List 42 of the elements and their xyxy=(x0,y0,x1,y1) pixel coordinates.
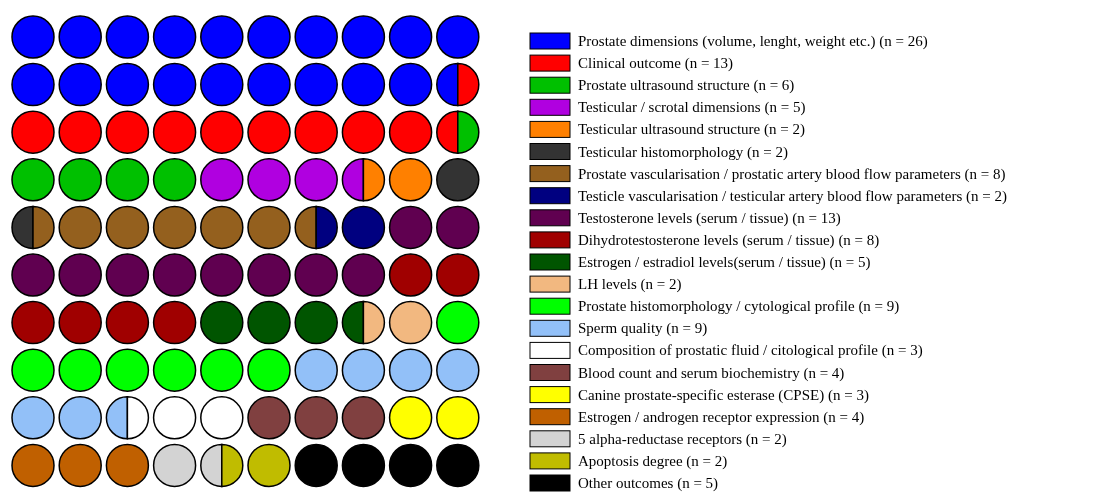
data-label: (n = 2) xyxy=(965,187,1007,205)
category-label: Testosterone levels (serum / tissue) xyxy=(578,209,789,226)
data-label: (n = 9) xyxy=(858,298,900,316)
category-label: Estrogen / estradiol levels(serum / tissue) xyxy=(578,254,826,270)
category-label: Sperm quality xyxy=(578,320,663,337)
category-label: Canine prostate-specific esterase (CPSE) xyxy=(578,386,825,403)
data-label: (n = 6) xyxy=(753,77,795,95)
data-label: (n = 9) xyxy=(666,320,708,338)
data-label: (n = 8) xyxy=(838,231,880,249)
data-label: (n = 13) xyxy=(792,209,841,227)
data-label: (n = 3) xyxy=(827,386,869,404)
category-label: Prostate ultrasound structure xyxy=(578,77,750,94)
data-label: (n = 4) xyxy=(803,364,845,382)
data-label: (n = 2) xyxy=(763,121,805,139)
category-label: Apoptosis degree xyxy=(578,452,683,469)
data-label: (n = 4) xyxy=(823,408,865,426)
category-label: Other outcomes xyxy=(578,475,674,491)
data-label: (n = 26) xyxy=(879,33,928,50)
category-label: Composition of prostatic fluid / citological profile xyxy=(578,342,878,359)
category-label: Clinical outcome xyxy=(578,55,681,72)
data-label: (n = 2) xyxy=(640,276,682,294)
category-label: Testicular / scrotal dimensions xyxy=(578,99,761,116)
data-label: (n = 2) xyxy=(686,452,728,470)
category-label: Testicle vascularisation / testicular artery blood flow parameters xyxy=(578,187,963,204)
data-label: (n = 13) xyxy=(684,55,734,73)
category-label: Prostate histomorphology / cytological profile xyxy=(578,298,855,315)
category-label: Testicular ultrasound structure xyxy=(578,121,761,138)
category-label: LH levels xyxy=(578,276,637,293)
data-label: (n = 3) xyxy=(881,342,923,360)
data-label: (n = 8) xyxy=(964,165,1006,183)
data-label: (n = 5) xyxy=(829,254,871,271)
category-label: Prostate vascularisation / prostatic artery blood flow parameters xyxy=(578,165,961,182)
category-label: Estrogen / androgen receptor expression xyxy=(578,408,820,425)
category-label: Prostate dimensions (volume, lenght, weight etc.) xyxy=(578,33,876,49)
data-label: (n = 5) xyxy=(764,99,806,117)
category-label: 5 alpha-reductase receptors xyxy=(578,430,743,447)
data-label: (n = 2) xyxy=(746,143,788,161)
data-label: (n = 5) xyxy=(677,475,719,492)
category-label: Testicular histomorphology xyxy=(578,143,744,160)
data-label: (n = 2) xyxy=(745,430,787,448)
category-label: Dihydrotestosterone levels (serum / tissue) xyxy=(578,231,835,248)
category-label: Blood count and serum biochemistry xyxy=(578,364,800,381)
